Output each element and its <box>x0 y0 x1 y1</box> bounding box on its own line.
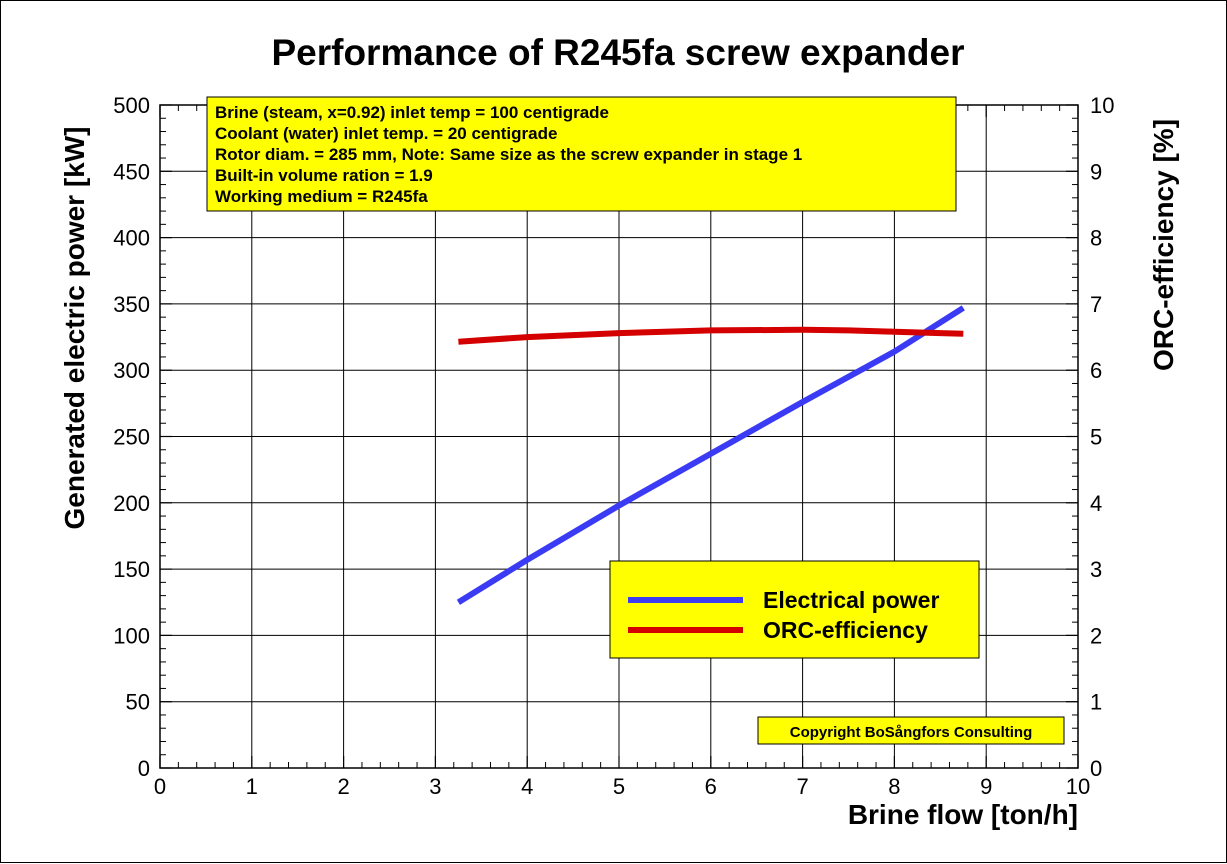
y2-tick-label: 7 <box>1090 292 1102 317</box>
x-tick-label: 4 <box>521 774 533 799</box>
y-tick-label: 500 <box>113 93 150 118</box>
y2-tick-label: 3 <box>1090 557 1102 582</box>
x-tick-label: 3 <box>429 774 441 799</box>
legend-label-orc-efficiency: ORC-efficiency <box>763 617 928 643</box>
y2-tick-label: 1 <box>1090 690 1102 715</box>
y2-tick-label: 9 <box>1090 159 1102 184</box>
x-tick-label: 5 <box>613 774 625 799</box>
x-tick-label: 10 <box>1066 774 1090 799</box>
legend-label-electrical-power: Electrical power <box>763 587 939 613</box>
y-tick-label: 400 <box>113 226 150 251</box>
y2-tick-label: 8 <box>1090 226 1102 251</box>
legend: Electrical power ORC-efficiency <box>609 560 980 659</box>
x-tick-label: 9 <box>980 774 992 799</box>
y2-tick-label: 10 <box>1090 93 1114 118</box>
x-tick-label: 0 <box>154 774 166 799</box>
x-axis-ticks: 0 1 2 3 4 5 6 7 8 9 10 <box>154 105 1090 799</box>
info-line: Built-in volume ration = 1.9 <box>215 166 433 185</box>
info-line: Rotor diam. = 285 mm, Note: Same size as… <box>215 145 802 164</box>
info-box-background <box>206 96 957 212</box>
series-line-orc-efficiency <box>458 326 964 345</box>
chart-title: Performance of R245fa screw expander <box>271 32 964 73</box>
y-tick-label: 300 <box>113 358 150 383</box>
y2-axis-ticks: 0 1 2 3 4 5 6 7 8 9 10 <box>1066 93 1114 781</box>
x-tick-label: 6 <box>705 774 717 799</box>
x-axis-label: Brine flow [ton/h] <box>848 799 1078 830</box>
info-line: Coolant (water) inlet temp. = 20 centigr… <box>215 124 557 143</box>
y2-tick-label: 0 <box>1090 756 1102 781</box>
y2-axis-label: ORC-efficiency [%] <box>1148 119 1179 371</box>
y2-tick-label: 2 <box>1090 623 1102 648</box>
y-tick-label: 0 <box>138 756 150 781</box>
copyright-text: Copyright BoSångfors Consulting <box>790 724 1032 741</box>
y-axis-label: Generated electric power [kW] <box>59 126 90 529</box>
info-line: Working medium = R245fa <box>215 187 428 206</box>
series-line-electrical-power <box>456 305 965 605</box>
series-lines <box>456 305 965 605</box>
y-tick-label: 350 <box>113 292 150 317</box>
y-tick-label: 100 <box>113 623 150 648</box>
copyright-box: Copyright BoSångfors Consulting <box>757 716 1065 745</box>
info-box: Brine (steam, x=0.92) inlet temp = 100 c… <box>206 96 957 212</box>
y-tick-label: 50 <box>126 690 150 715</box>
y2-tick-label: 6 <box>1090 358 1102 383</box>
info-line: Brine (steam, x=0.92) inlet temp = 100 c… <box>215 103 609 122</box>
x-tick-label: 2 <box>337 774 349 799</box>
legend-background <box>609 560 980 659</box>
copyright-background <box>757 716 1065 745</box>
y-tick-label: 200 <box>113 491 150 516</box>
y2-tick-label: 4 <box>1090 491 1102 516</box>
y2-tick-label: 5 <box>1090 425 1102 450</box>
y-tick-label: 250 <box>113 425 150 450</box>
y-tick-label: 150 <box>113 557 150 582</box>
y-tick-label: 450 <box>113 159 150 184</box>
y-axis-ticks: 0 50 100 150 200 250 300 350 400 450 500 <box>113 93 172 781</box>
x-tick-label: 1 <box>246 774 258 799</box>
x-tick-label: 7 <box>796 774 808 799</box>
x-tick-label: 8 <box>888 774 900 799</box>
